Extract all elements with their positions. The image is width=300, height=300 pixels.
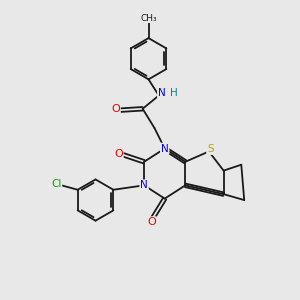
Text: CH₃: CH₃ bbox=[140, 14, 157, 22]
Text: Cl: Cl bbox=[51, 179, 62, 189]
Text: N: N bbox=[161, 143, 169, 154]
Text: O: O bbox=[114, 149, 123, 159]
Text: O: O bbox=[111, 104, 120, 114]
Text: H: H bbox=[170, 88, 178, 98]
Text: O: O bbox=[147, 217, 156, 227]
Text: N: N bbox=[140, 180, 148, 190]
Text: S: S bbox=[207, 144, 214, 154]
Text: N: N bbox=[158, 88, 166, 98]
